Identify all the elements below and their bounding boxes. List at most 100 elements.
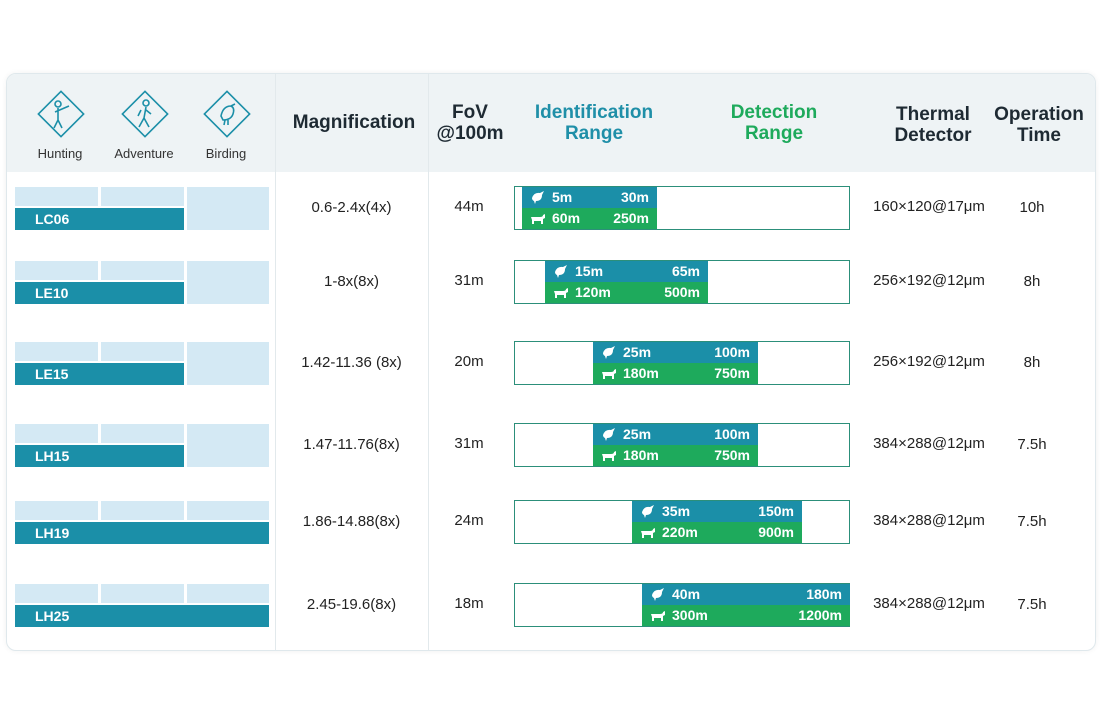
deer-icon <box>651 611 665 621</box>
column-divider <box>428 74 429 650</box>
operation-time-value: 7.5h <box>1017 596 1047 613</box>
identification-max: 30m <box>620 189 649 205</box>
identification-max: 100m <box>714 426 750 442</box>
thermal-detector-value: 256×192@12μm <box>873 272 985 289</box>
identification-range-bar: 35m 150m <box>632 501 802 522</box>
thermal-detector-value: 384×288@12μm <box>873 435 985 452</box>
magnification-value: 1.47-11.76(8x) <box>303 436 400 453</box>
usage-cell <box>15 584 98 603</box>
detection-max: 250m <box>613 210 649 226</box>
model-name: LH25 <box>15 605 269 627</box>
use-label-adventure: Adventure <box>114 146 174 161</box>
identification-max: 150m <box>758 503 794 519</box>
detection-max: 900m <box>758 524 794 540</box>
deer-icon <box>602 369 616 379</box>
detection-max: 750m <box>714 365 750 381</box>
usage-cell <box>187 584 269 603</box>
usage-cell <box>15 261 98 280</box>
usage-cell-empty <box>187 445 269 467</box>
operation-time-value: 8h <box>1023 273 1041 290</box>
thermal-detector-value: 160×120@17μm <box>873 198 985 215</box>
fov-value: 18m <box>454 595 484 612</box>
model-name: LH15 <box>15 445 184 467</box>
model-name: LH19 <box>15 522 269 544</box>
usage-cell <box>15 187 98 206</box>
model-name: LE10 <box>15 282 184 304</box>
fov-value: 24m <box>454 512 484 529</box>
identification-max: 180m <box>806 586 842 602</box>
use-label-hunting: Hunting <box>37 146 83 161</box>
identification-range-bar: 15m 65m <box>545 261 708 282</box>
hunter-icon <box>37 90 85 138</box>
bird-icon <box>652 588 664 601</box>
table-header <box>7 74 1095 172</box>
usage-cell <box>101 584 184 603</box>
identification-min: 15m <box>575 263 604 279</box>
bird-icon <box>532 191 544 204</box>
identification-max: 65m <box>671 263 700 279</box>
usage-cell <box>101 187 184 206</box>
detection-min: 180m <box>623 365 659 381</box>
detection-range-bar: 220m 900m <box>632 522 802 543</box>
usage-cell <box>15 342 98 361</box>
magnification-value: 1.42-11.36 (8x) <box>301 354 402 371</box>
header-operation-time: Operation Time <box>994 104 1084 146</box>
bird-icon <box>642 505 654 518</box>
usage-cell-empty <box>187 208 269 230</box>
detection-range-bar: 300m 1200m <box>642 605 850 626</box>
range-chart: 40m 180m 300m 1200m <box>514 583 850 627</box>
usage-cell <box>101 261 184 280</box>
model-name: LE15 <box>15 363 184 385</box>
header-magnification: Magnification <box>292 112 416 133</box>
deer-icon <box>554 288 568 298</box>
thermal-detector-value: 384×288@12μm <box>873 512 985 529</box>
bird-icon <box>203 90 251 138</box>
thermal-detector-value: 256×192@12μm <box>873 353 985 370</box>
magnification-value: 1.86-14.88(8x) <box>302 513 401 530</box>
operation-time-value: 7.5h <box>1017 436 1047 453</box>
header-detection-range: Detection Range <box>730 102 818 144</box>
identification-min: 35m <box>662 503 691 519</box>
thermal-detector-value: 384×288@12μm <box>873 595 985 612</box>
header-thermal-detector: Thermal Detector <box>894 104 972 146</box>
fov-value: 44m <box>454 198 484 215</box>
detection-range-bar: 120m 500m <box>545 282 708 303</box>
magnification-value: 1-8x(8x) <box>323 273 379 290</box>
usage-cell <box>15 424 98 443</box>
detection-min: 60m <box>552 210 581 226</box>
bird-icon <box>603 346 615 359</box>
header-identification-range: Identification Range <box>534 102 654 144</box>
comparison-table: Hunting Adventure Birding Magnification … <box>6 73 1096 651</box>
identification-min: 40m <box>672 586 701 602</box>
detection-range-bar: 60m 250m <box>522 208 657 229</box>
operation-time-value: 7.5h <box>1017 513 1047 530</box>
range-chart: 25m 100m 180m 750m <box>514 341 850 385</box>
detection-max: 750m <box>714 447 750 463</box>
usage-cell <box>101 501 184 520</box>
identification-range-bar: 40m 180m <box>642 584 850 605</box>
bird-icon <box>603 428 615 441</box>
usage-cell-empty <box>187 363 269 385</box>
deer-icon <box>641 528 655 538</box>
usage-cell <box>101 424 184 443</box>
usage-cell <box>101 342 184 361</box>
hiker-icon <box>121 90 169 138</box>
identification-min: 5m <box>552 189 573 205</box>
range-chart: 5m 30m 60m 250m <box>514 186 850 230</box>
usage-cell-empty <box>187 282 269 304</box>
use-label-birding: Birding <box>205 146 247 161</box>
detection-max: 1200m <box>798 607 842 623</box>
fov-value: 31m <box>454 272 484 289</box>
detection-range-bar: 180m 750m <box>593 363 758 384</box>
detection-range-bar: 180m 750m <box>593 445 758 466</box>
detection-min: 180m <box>623 447 659 463</box>
fov-value: 31m <box>454 435 484 452</box>
column-divider <box>275 74 276 650</box>
identification-min: 25m <box>623 344 652 360</box>
detection-min: 120m <box>575 284 611 300</box>
range-chart: 35m 150m 220m 900m <box>514 500 850 544</box>
detection-max: 500m <box>664 284 700 300</box>
identification-range-bar: 5m 30m <box>522 187 657 208</box>
operation-time-value: 10h <box>1019 199 1045 216</box>
fov-value: 20m <box>454 353 484 370</box>
